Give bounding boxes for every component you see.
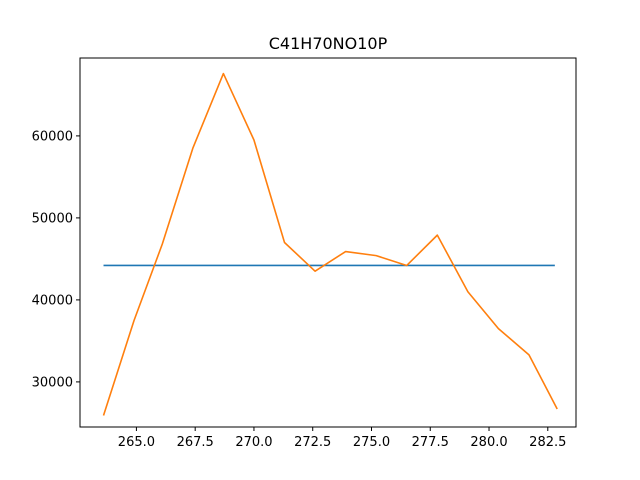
y-axis: 30000 40000 50000 60000 <box>32 129 80 390</box>
x-tick-label: 282.5 <box>529 435 566 450</box>
y-tick-label: 30000 <box>32 375 73 390</box>
x-tick-label: 280.0 <box>470 435 507 450</box>
y-tick-label: 60000 <box>32 129 73 144</box>
y-tick-label: 50000 <box>32 211 73 226</box>
chart-title: C41H70NO10P <box>269 34 388 53</box>
y-tick-label: 40000 <box>32 293 73 308</box>
series-layer <box>102 72 558 416</box>
x-tick-label: 272.5 <box>294 435 331 450</box>
x-tick-label: 265.0 <box>118 435 155 450</box>
x-tick-label: 275.0 <box>353 435 390 450</box>
plot-area-frame <box>79 57 577 428</box>
x-axis: 265.0 267.5 270.0 272.5 275.0 277.5 280.0 282.5 <box>118 427 566 450</box>
x-tick-label: 270.0 <box>235 435 272 450</box>
x-tick-label: 267.5 <box>177 435 214 450</box>
x-tick-label: 277.5 <box>412 435 449 450</box>
series-line-2 <box>102 72 558 416</box>
